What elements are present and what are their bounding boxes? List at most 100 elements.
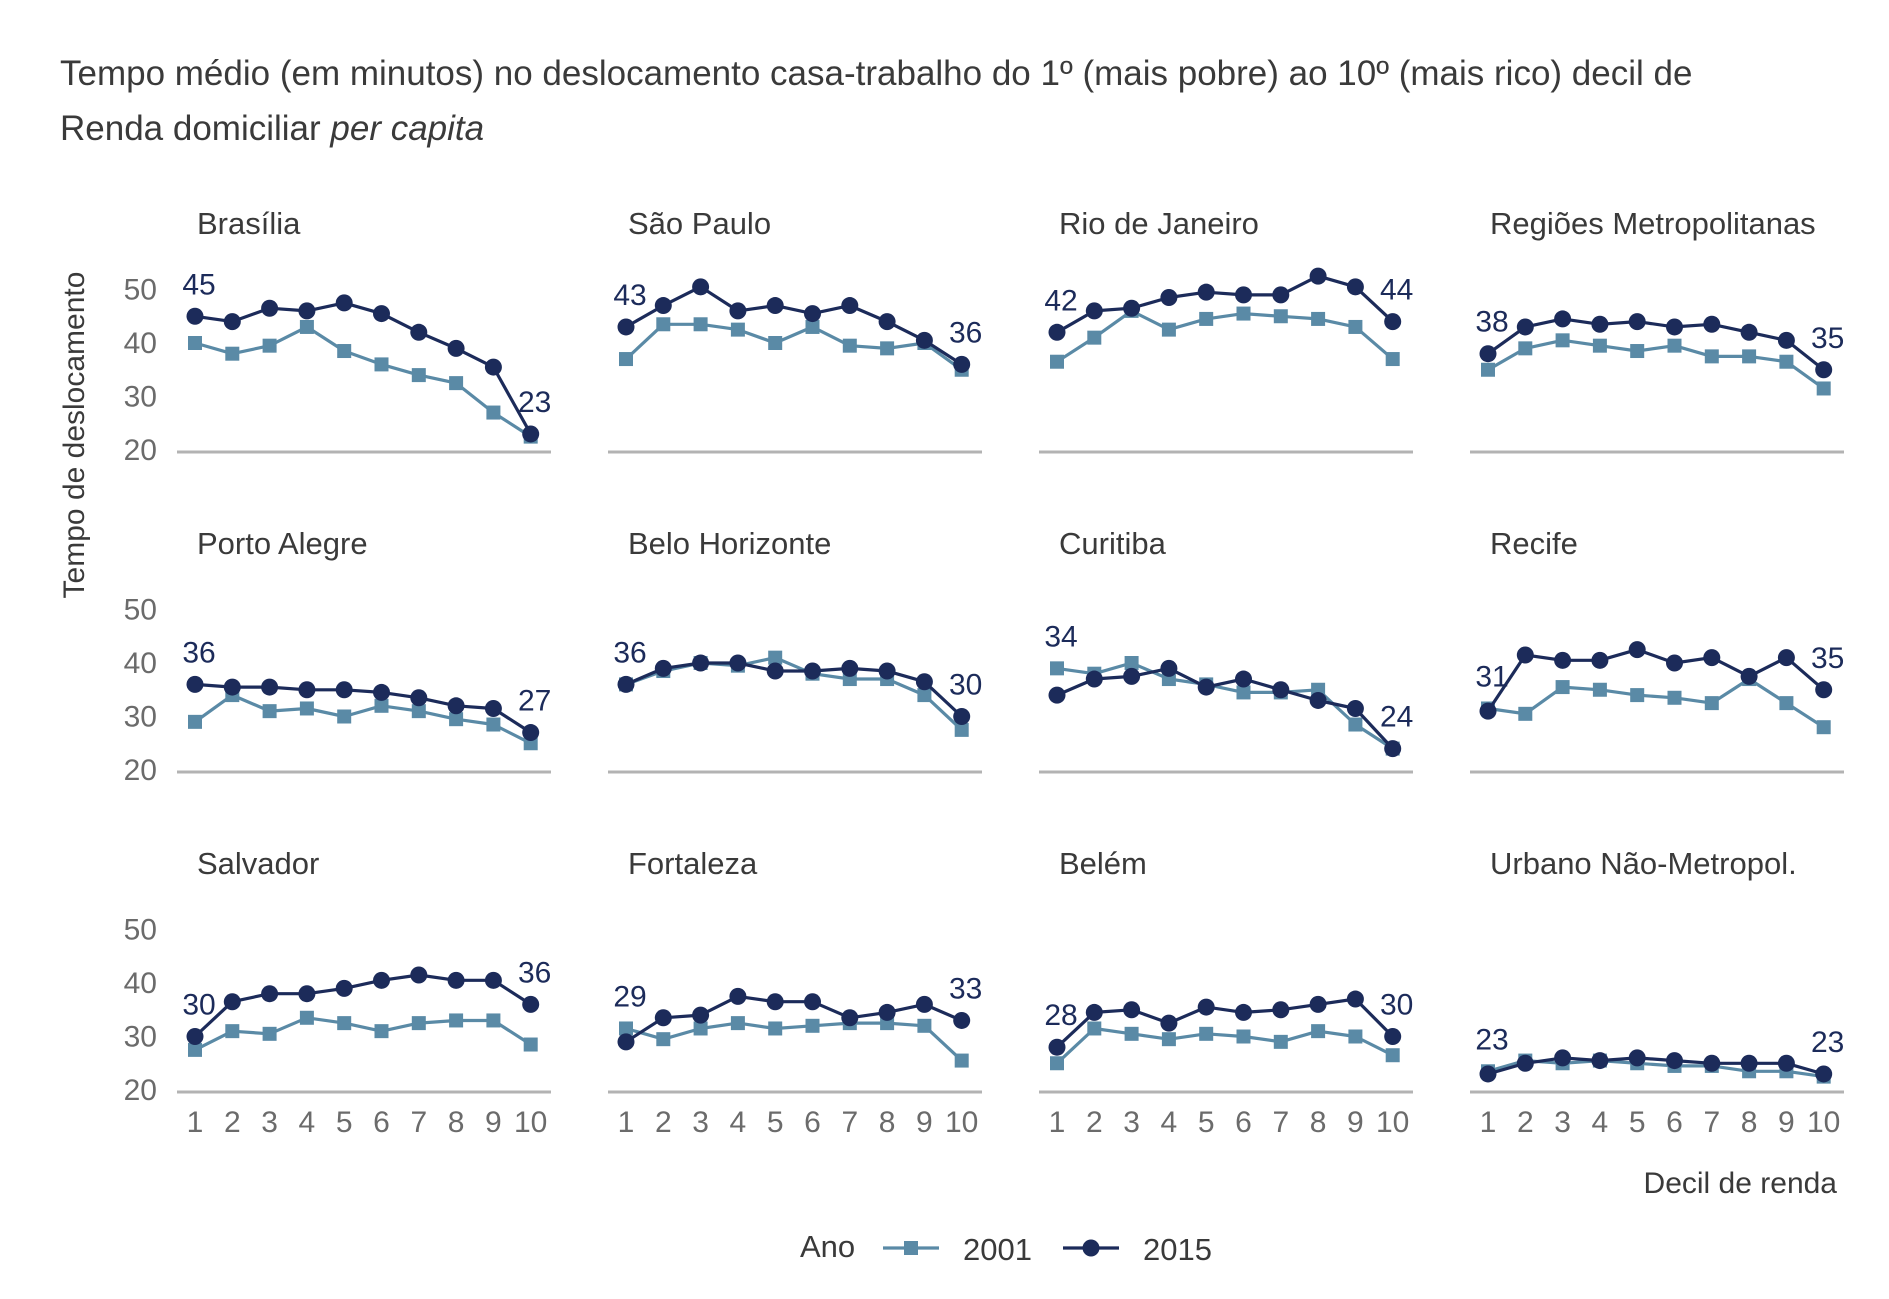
point-2015 <box>223 993 241 1011</box>
point-2001 <box>1124 656 1139 670</box>
x-tick-label: 3 <box>1123 1106 1140 1139</box>
x-tick-label: 8 <box>1310 1106 1327 1139</box>
point-2015 <box>1309 995 1327 1013</box>
point-2015 <box>953 708 971 725</box>
first-value-label: 30 <box>182 989 215 1022</box>
point-2001 <box>225 1024 240 1039</box>
panel-title: Brasília <box>197 206 301 241</box>
point-2001 <box>1704 696 1719 711</box>
point-2015 <box>766 993 784 1011</box>
panel-curitiba: Curitiba 34 24 <box>1039 526 1413 774</box>
point-2015 <box>915 673 933 691</box>
series-line-2015 <box>193 973 532 1038</box>
x-tick-label: 5 <box>336 1106 353 1139</box>
point-2001 <box>730 1016 745 1031</box>
point-2015 <box>447 971 465 989</box>
point-2001 <box>1236 685 1251 700</box>
point-2015 <box>1048 1038 1066 1056</box>
panel-title: Curitiba <box>1059 526 1167 561</box>
point-2001 <box>656 1032 671 1047</box>
point-2015 <box>1703 1054 1721 1072</box>
x-tick-label: 7 <box>410 1106 427 1139</box>
point-2001 <box>337 344 352 359</box>
point-2015 <box>223 678 241 696</box>
point-2015 <box>1123 299 1141 317</box>
series-line-2015 <box>625 661 963 718</box>
point-2001 <box>842 338 857 353</box>
point-2015 <box>692 654 710 672</box>
point-2015 <box>186 675 204 693</box>
point-2001 <box>1236 1029 1251 1044</box>
point-2015 <box>729 654 747 672</box>
first-value-label: 34 <box>1044 620 1077 653</box>
x-tick-label: 6 <box>1666 1106 1683 1139</box>
point-2015 <box>1703 315 1721 333</box>
point-2015 <box>841 297 859 315</box>
point-2015 <box>298 681 316 699</box>
point-2015 <box>1309 267 1327 285</box>
point-2015 <box>804 993 821 1011</box>
panel-porto-alegre: Porto Alegre 20 30 40 50 36 27 <box>124 526 552 787</box>
point-2015 <box>692 1006 710 1024</box>
point-2001 <box>1161 322 1176 337</box>
point-2001 <box>1050 661 1064 676</box>
point-2001 <box>299 701 314 716</box>
point-2015 <box>1815 1065 1833 1083</box>
point-2015 <box>1554 310 1572 328</box>
y-tick-label: 40 <box>124 327 157 360</box>
point-2001 <box>1667 690 1682 705</box>
point-2015 <box>804 662 821 680</box>
point-2015 <box>804 305 821 323</box>
point-2015 <box>1703 649 1721 667</box>
point-2015 <box>410 323 428 341</box>
point-2015 <box>915 995 933 1013</box>
last-value-label: 35 <box>1811 322 1844 355</box>
x-tick-label: 1 <box>1480 1106 1497 1139</box>
panel-fortaleza: Fortaleza 1 2 3 4 5 6 7 8 9 10 29 33 <box>608 846 982 1139</box>
y-tick-label: 30 <box>124 701 157 734</box>
point-2001 <box>337 709 352 724</box>
x-tick-label: 10 <box>514 1106 547 1139</box>
panel-title: Belém <box>1059 846 1147 881</box>
series-line-2001 <box>1487 677 1825 729</box>
x-tick-label: 9 <box>1347 1106 1364 1139</box>
point-2001 <box>337 1016 352 1031</box>
point-2015 <box>1516 1054 1534 1072</box>
x-tick-label: 4 <box>1161 1106 1178 1139</box>
point-2015 <box>1384 740 1402 758</box>
point-2001 <box>805 1018 820 1033</box>
point-2015 <box>617 1033 635 1051</box>
panel-title: Urbano Não-Metropol. <box>1490 846 1797 881</box>
point-2015 <box>1235 1003 1252 1021</box>
point-2015 <box>1272 1001 1290 1019</box>
point-2015 <box>223 313 241 331</box>
point-2001 <box>1518 341 1533 356</box>
y-tick-label: 50 <box>124 274 157 307</box>
last-value-label: 36 <box>518 956 551 989</box>
point-2001 <box>1161 1032 1176 1047</box>
x-tick-label: 10 <box>1807 1106 1840 1139</box>
point-2001 <box>486 1013 501 1028</box>
point-2015 <box>298 302 316 320</box>
point-2015 <box>878 1003 896 1021</box>
point-2015 <box>522 425 540 443</box>
point-2001 <box>1518 706 1533 721</box>
point-2015 <box>1591 315 1609 333</box>
y-tick-label: 50 <box>124 914 157 947</box>
x-tick-label: 7 <box>1703 1106 1720 1139</box>
point-2015 <box>654 1009 672 1027</box>
series-line-2015 <box>1056 274 1394 334</box>
series-line-2015 <box>194 682 532 734</box>
series-line-2001 <box>1487 338 1825 390</box>
point-2015 <box>1346 990 1364 1008</box>
point-2015 <box>1516 318 1534 336</box>
point-2001 <box>693 1021 708 1036</box>
point-2015 <box>729 987 747 1005</box>
series-line-2001 <box>194 693 532 745</box>
point-2015 <box>261 985 279 1003</box>
point-2001 <box>262 338 277 353</box>
series-line-2015 <box>625 994 963 1044</box>
legend-label: 2015 <box>1143 1232 1212 1267</box>
point-2001 <box>693 317 708 332</box>
point-2001 <box>299 319 314 334</box>
